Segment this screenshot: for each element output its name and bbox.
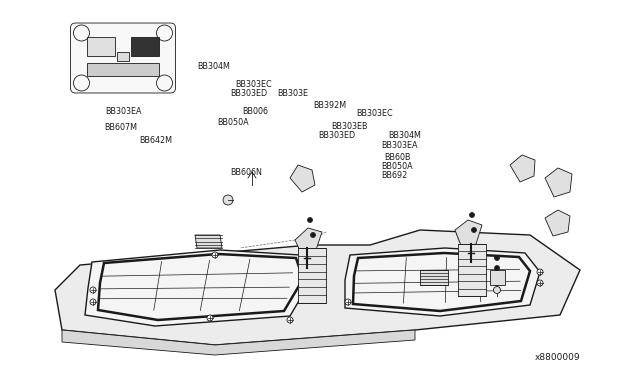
Bar (117, 52, 129, 61)
Circle shape (307, 218, 312, 222)
Bar (131, 37, 159, 56)
Circle shape (537, 269, 543, 275)
Text: BB60B: BB60B (385, 153, 411, 162)
Circle shape (345, 299, 351, 305)
Polygon shape (55, 230, 580, 345)
Polygon shape (545, 210, 570, 236)
Text: BB303ED: BB303ED (230, 89, 268, 98)
Circle shape (310, 232, 316, 237)
Text: BB304M: BB304M (388, 131, 420, 140)
Text: BB050A: BB050A (381, 162, 413, 171)
Circle shape (495, 256, 499, 260)
Text: BB392M: BB392M (314, 101, 347, 110)
FancyBboxPatch shape (70, 23, 175, 93)
Bar (87, 37, 115, 56)
Circle shape (157, 25, 173, 41)
Circle shape (537, 280, 543, 286)
Circle shape (74, 25, 90, 41)
Circle shape (470, 212, 474, 218)
Text: BB303EA: BB303EA (381, 141, 418, 150)
Circle shape (493, 286, 500, 294)
Circle shape (472, 228, 477, 232)
Text: BB304M: BB304M (197, 62, 230, 71)
Polygon shape (510, 155, 535, 182)
Text: BB606N: BB606N (230, 168, 262, 177)
Text: BB303E: BB303E (277, 89, 308, 98)
Polygon shape (295, 228, 322, 255)
Text: BB642M: BB642M (140, 137, 173, 145)
Circle shape (287, 317, 293, 323)
Circle shape (207, 315, 213, 321)
Bar (87, 63, 159, 76)
Circle shape (157, 75, 173, 91)
Text: BB303EC: BB303EC (236, 80, 272, 89)
Polygon shape (290, 165, 315, 192)
Circle shape (223, 195, 233, 205)
Circle shape (90, 287, 96, 293)
Text: x8800009: x8800009 (535, 353, 580, 362)
Text: BB303EA: BB303EA (106, 107, 142, 116)
Polygon shape (490, 270, 505, 285)
Polygon shape (298, 248, 326, 303)
Polygon shape (545, 168, 572, 197)
Circle shape (212, 252, 218, 258)
Polygon shape (458, 244, 486, 296)
Text: BB303EB: BB303EB (332, 122, 368, 131)
Text: BB607M: BB607M (104, 124, 138, 132)
Circle shape (74, 75, 90, 91)
Polygon shape (85, 250, 310, 326)
Circle shape (90, 299, 96, 305)
Text: BB303ED: BB303ED (318, 131, 355, 140)
Text: BB050A: BB050A (218, 118, 249, 126)
Text: BB006: BB006 (242, 107, 268, 116)
Text: BB303EC: BB303EC (356, 109, 392, 118)
Polygon shape (195, 235, 222, 248)
Polygon shape (345, 248, 540, 316)
Polygon shape (455, 220, 482, 248)
Text: BB692: BB692 (381, 171, 408, 180)
Polygon shape (62, 330, 415, 355)
Circle shape (495, 266, 499, 270)
Polygon shape (420, 270, 448, 285)
